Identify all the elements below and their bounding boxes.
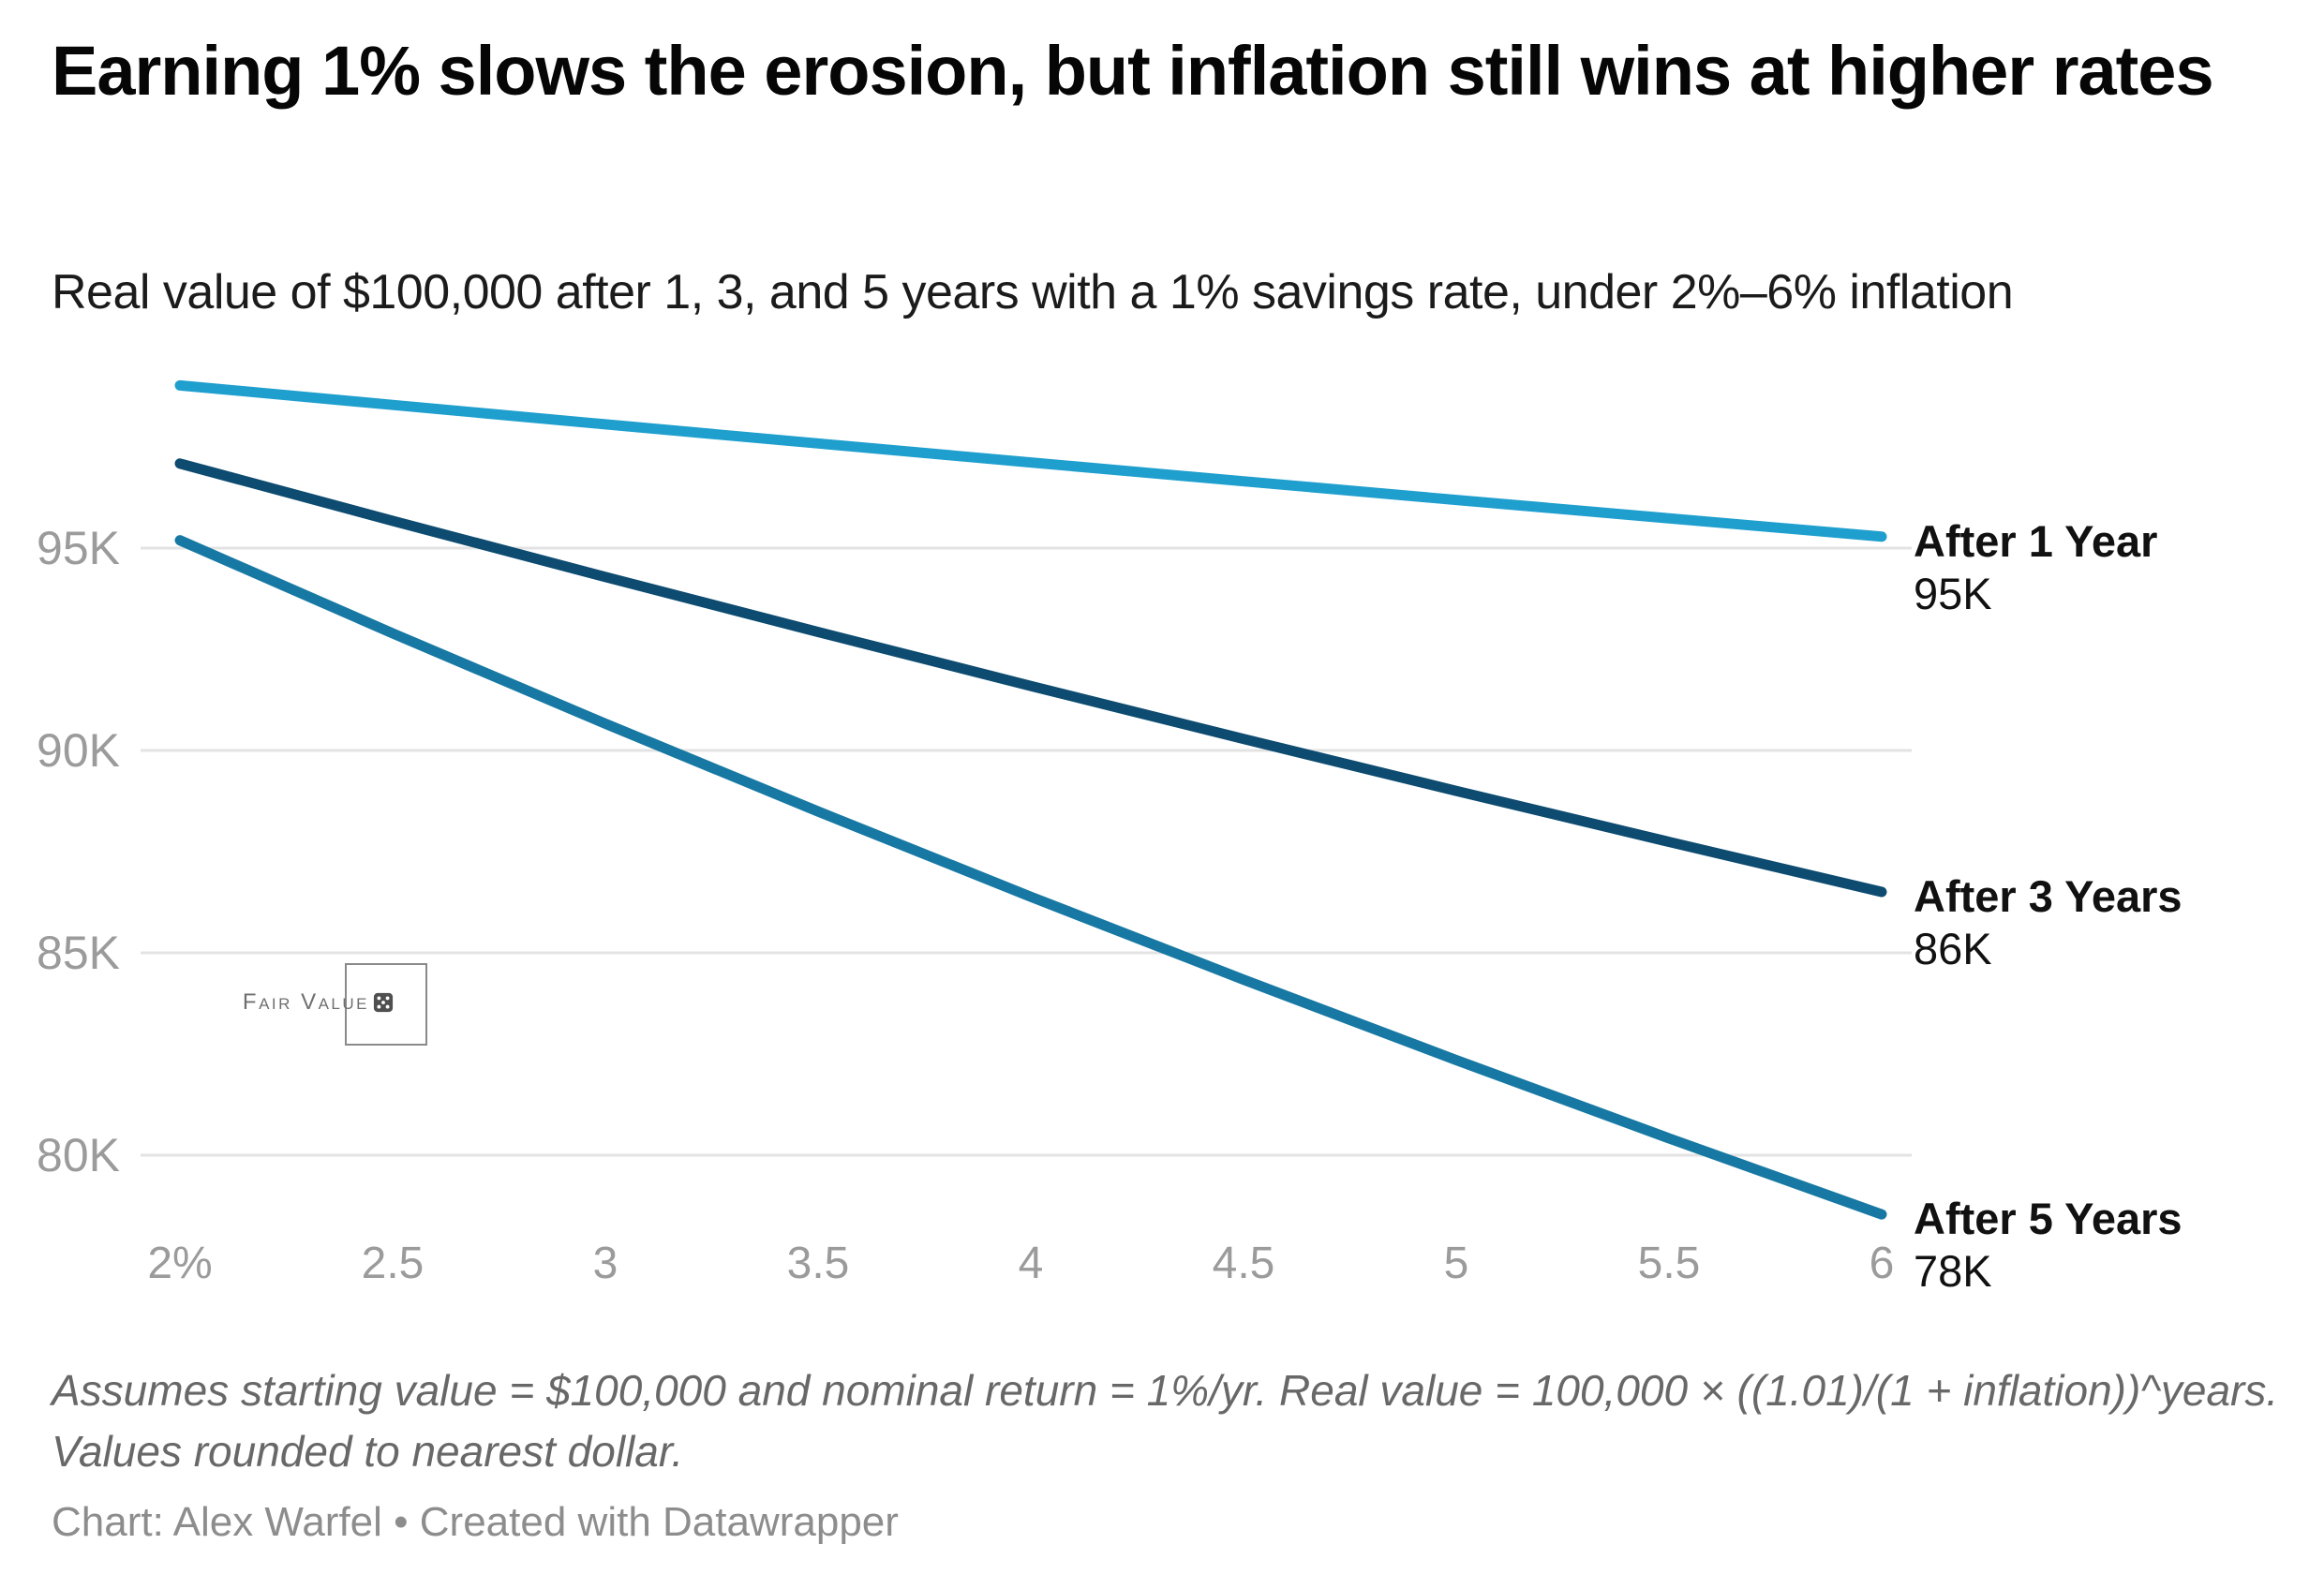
series-end-value: 86K: [1914, 924, 1992, 973]
page-title: Earning 1% slows the erosion, but inflat…: [52, 32, 2214, 110]
x-tick-label: 5.5: [1638, 1239, 1701, 1288]
x-tick-label: 5: [1444, 1239, 1469, 1288]
dice-icon: [373, 992, 394, 1013]
watermark: Fair Value: [243, 987, 394, 1017]
y-tick-label: 80K: [37, 1129, 120, 1181]
y-tick-label: 90K: [37, 724, 120, 777]
y-tick-label: 95K: [37, 522, 120, 574]
x-tick-label: 2.5: [362, 1239, 425, 1288]
series-end-value: 95K: [1914, 569, 1992, 618]
x-tick-label: 4.5: [1213, 1239, 1275, 1288]
x-tick-label: 6: [1870, 1239, 1895, 1288]
series-end-name: After 1 Year: [1914, 516, 2157, 566]
x-tick-label: 4: [1019, 1239, 1044, 1288]
series-line-after-5-years: [174, 535, 1887, 1220]
y-tick-label: 85K: [37, 927, 120, 979]
x-tick-label: 3.5: [787, 1239, 850, 1288]
series-end-name: After 3 Years: [1914, 871, 2182, 921]
x-tick-label: 3: [593, 1239, 618, 1288]
chart-subtitle: Real value of $100,000 after 1, 3, and 5…: [52, 265, 2014, 319]
x-tick-label: 2%: [147, 1239, 212, 1288]
series-line-after-3-years: [174, 458, 1887, 898]
series-end-name: After 5 Years: [1914, 1194, 2182, 1243]
watermark-label: Fair Value: [242, 989, 369, 1015]
series-end-value: 78K: [1914, 1246, 1992, 1296]
credit-line: Chart: Alex Warfel • Created with Datawr…: [52, 1499, 899, 1545]
footnote: Assumes starting value = $100,000 and no…: [52, 1366, 2279, 1477]
series-line-after-1-year: [174, 379, 1887, 542]
watermark-box: [345, 963, 427, 1046]
